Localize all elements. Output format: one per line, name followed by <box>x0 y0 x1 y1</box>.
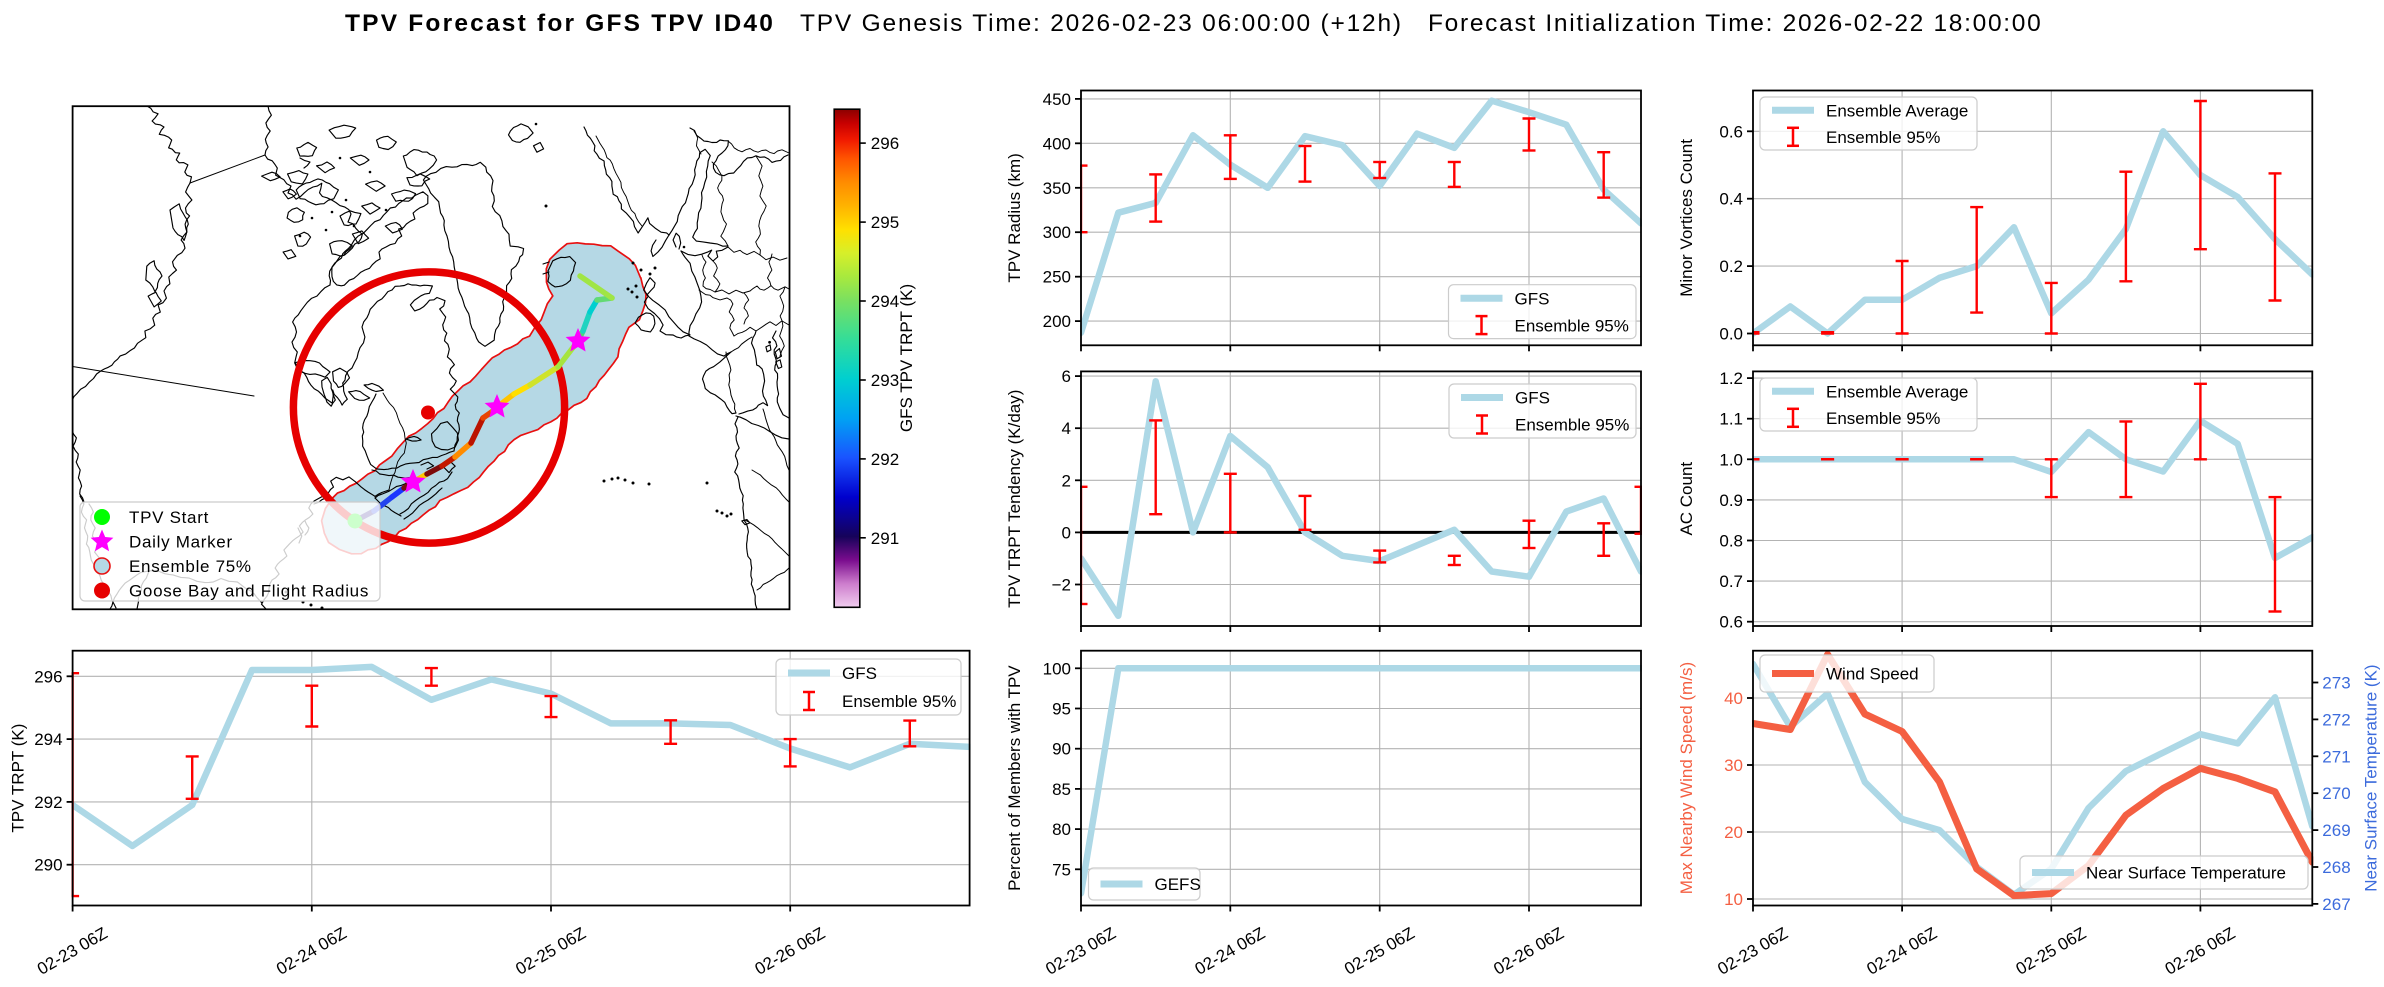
svg-text:350: 350 <box>1043 179 1071 198</box>
svg-text:268: 268 <box>2322 858 2350 877</box>
svg-text:Ensemble Average: Ensemble Average <box>1826 102 1968 121</box>
svg-text:290: 290 <box>34 856 62 875</box>
svg-text:292: 292 <box>34 793 62 812</box>
svg-text:90: 90 <box>1052 740 1071 759</box>
svg-text:295: 295 <box>871 213 899 232</box>
svg-text:0.2: 0.2 <box>1719 257 1743 276</box>
svg-text:269: 269 <box>2322 821 2350 840</box>
svg-text:20: 20 <box>1724 823 1743 842</box>
svg-text:291: 291 <box>871 529 899 548</box>
svg-text:30: 30 <box>1724 756 1743 775</box>
svg-text:Ensemble 95%: Ensemble 95% <box>1515 416 1629 435</box>
svg-text:−2: −2 <box>1052 576 1071 595</box>
svg-text:Near Surface Temperature (K): Near Surface Temperature (K) <box>2361 664 2380 891</box>
svg-text:GFS: GFS <box>1515 289 1550 308</box>
svg-text:Near Surface Temperature: Near Surface Temperature <box>2086 864 2286 883</box>
svg-text:Forecast Initialization Time:: Forecast Initialization Time: 2026-02-22… <box>1428 10 2042 37</box>
svg-text:Ensemble 95%: Ensemble 95% <box>1515 316 1629 335</box>
svg-text:10: 10 <box>1724 890 1743 909</box>
svg-text:Ensemble 95%: Ensemble 95% <box>1826 128 1940 147</box>
svg-text:296: 296 <box>871 134 899 153</box>
svg-text:GEFS: GEFS <box>1155 875 1201 894</box>
svg-text:TPV TRPT Tendency (K/day): TPV TRPT Tendency (K/day) <box>1005 390 1024 608</box>
svg-text:294: 294 <box>34 730 62 749</box>
svg-text:267: 267 <box>2322 895 2350 914</box>
svg-text:273: 273 <box>2322 674 2350 693</box>
svg-text:0.7: 0.7 <box>1719 572 1743 591</box>
svg-text:250: 250 <box>1043 268 1071 287</box>
svg-text:Percent of Members with TPV: Percent of Members with TPV <box>1005 665 1024 891</box>
svg-text:Minor Vortices Count: Minor Vortices Count <box>1677 139 1696 297</box>
svg-text:TPV Radius (km): TPV Radius (km) <box>1005 153 1024 282</box>
svg-text:GFS TPV TRPT (K): GFS TPV TRPT (K) <box>897 284 916 432</box>
svg-text:80: 80 <box>1052 820 1071 839</box>
svg-text:0.9: 0.9 <box>1719 491 1743 510</box>
svg-text:0.8: 0.8 <box>1719 532 1743 551</box>
svg-text:Daily Marker: Daily Marker <box>129 533 233 552</box>
svg-text:400: 400 <box>1043 134 1071 153</box>
svg-text:296: 296 <box>34 667 62 686</box>
svg-text:0: 0 <box>1062 523 1071 542</box>
svg-text:4: 4 <box>1062 419 1071 438</box>
svg-text:293: 293 <box>871 371 899 390</box>
svg-text:0.4: 0.4 <box>1719 190 1743 209</box>
svg-text:Max Nearby Wind Speed (m/s): Max Nearby Wind Speed (m/s) <box>1677 662 1696 894</box>
svg-text:294: 294 <box>871 292 899 311</box>
svg-text:1.1: 1.1 <box>1719 410 1743 429</box>
svg-text:Ensemble 95%: Ensemble 95% <box>1826 409 1940 428</box>
svg-text:450: 450 <box>1043 90 1071 109</box>
svg-text:1.0: 1.0 <box>1719 450 1743 469</box>
svg-text:40: 40 <box>1724 689 1743 708</box>
svg-text:0.6: 0.6 <box>1719 613 1743 632</box>
svg-text:TPV TRPT (K): TPV TRPT (K) <box>9 724 28 833</box>
svg-text:75: 75 <box>1052 860 1071 879</box>
svg-text:TPV Start: TPV Start <box>129 508 209 527</box>
svg-text:Wind Speed: Wind Speed <box>1826 665 1919 684</box>
svg-text:GFS: GFS <box>1515 389 1550 408</box>
svg-text:300: 300 <box>1043 223 1071 242</box>
svg-text:200: 200 <box>1043 312 1071 331</box>
svg-text:0.0: 0.0 <box>1719 325 1743 344</box>
svg-text:0.6: 0.6 <box>1719 122 1743 141</box>
svg-text:Ensemble Average: Ensemble Average <box>1826 382 1968 401</box>
svg-text:AC Count: AC Count <box>1677 462 1696 536</box>
svg-text:TPV Forecast for GFS TPV ID40: TPV Forecast for GFS TPV ID40 <box>345 10 775 37</box>
svg-text:6: 6 <box>1062 367 1071 386</box>
svg-text:85: 85 <box>1052 780 1071 799</box>
svg-text:100: 100 <box>1043 659 1071 678</box>
svg-text:2: 2 <box>1062 471 1071 490</box>
svg-text:272: 272 <box>2322 710 2350 729</box>
svg-text:Goose Bay and Flight Radius: Goose Bay and Flight Radius <box>129 582 369 601</box>
svg-text:95: 95 <box>1052 700 1071 719</box>
svg-text:Ensemble 75%: Ensemble 75% <box>129 557 252 576</box>
svg-text:GFS: GFS <box>842 664 877 683</box>
svg-text:270: 270 <box>2322 784 2350 803</box>
svg-text:292: 292 <box>871 450 899 469</box>
svg-text:Ensemble 95%: Ensemble 95% <box>842 692 956 711</box>
svg-text:1.2: 1.2 <box>1719 369 1743 388</box>
svg-text:271: 271 <box>2322 747 2350 766</box>
svg-text:TPV Genesis Time: 2026-02-23 0: TPV Genesis Time: 2026-02-23 06:00:00 (+… <box>800 10 1403 37</box>
